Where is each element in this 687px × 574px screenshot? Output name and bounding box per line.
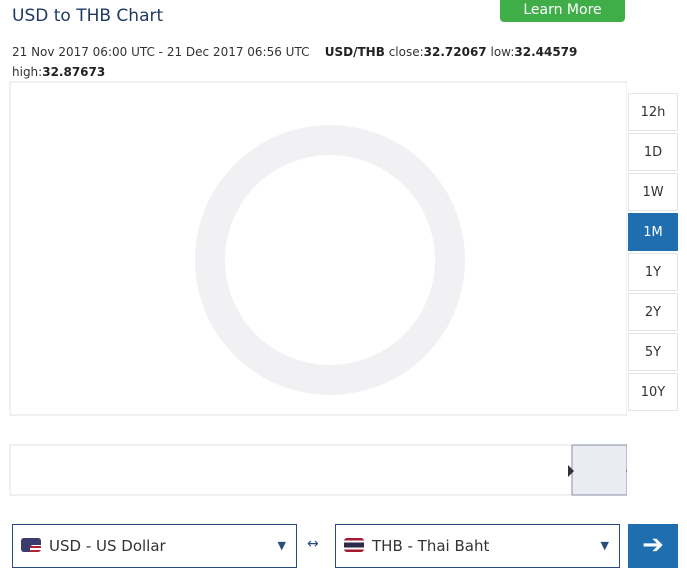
chart <box>9 81 627 496</box>
swap-icon[interactable]: ↔ <box>307 536 319 552</box>
pair: USD/THB <box>324 45 385 59</box>
th-flag <box>344 538 364 552</box>
to-currency-select[interactable]: THB - Thai Baht ▼ <box>335 524 620 568</box>
chart-title: USD to THB Chart <box>12 6 164 26</box>
range-button[interactable]: 1W <box>628 173 678 211</box>
range-button[interactable]: 10Y <box>628 373 678 411</box>
low-label: low: <box>490 45 515 59</box>
caret: ▼ <box>600 539 609 552</box>
caret: ▼ <box>277 539 286 552</box>
navigator[interactable] <box>9 444 627 496</box>
chart-info: 21 Nov 2017 06:00 UTC - 21 Dec 2017 06:5… <box>12 42 632 82</box>
from-currency: USD - US Dollar <box>49 537 166 555</box>
watermark <box>195 125 465 395</box>
close-label: close: <box>388 45 424 59</box>
low-value: 32.44579 <box>514 45 578 59</box>
range-button[interactable]: 1M <box>628 213 678 251</box>
range-button[interactable]: 5Y <box>628 333 678 371</box>
learn-more-button[interactable]: Learn More <box>500 0 625 22</box>
close-value: 32.72067 <box>423 45 487 59</box>
from-currency-select[interactable]: USD - US Dollar ▼ <box>12 524 297 568</box>
us-flag <box>21 538 41 552</box>
high-label: high: <box>12 65 43 79</box>
high-value: 32.87673 <box>42 65 106 79</box>
range-button[interactable]: 1D <box>628 133 678 171</box>
range-button[interactable]: 1Y <box>628 253 678 291</box>
range-button[interactable]: 2Y <box>628 293 678 331</box>
date-range: 21 Nov 2017 06:00 UTC - 21 Dec 2017 06:5… <box>12 45 310 59</box>
convert-button[interactable]: ➔ <box>628 524 678 568</box>
range-button[interactable]: 12h <box>628 93 678 131</box>
to-currency: THB - Thai Baht <box>372 537 490 555</box>
navigator-window[interactable] <box>571 444 627 496</box>
